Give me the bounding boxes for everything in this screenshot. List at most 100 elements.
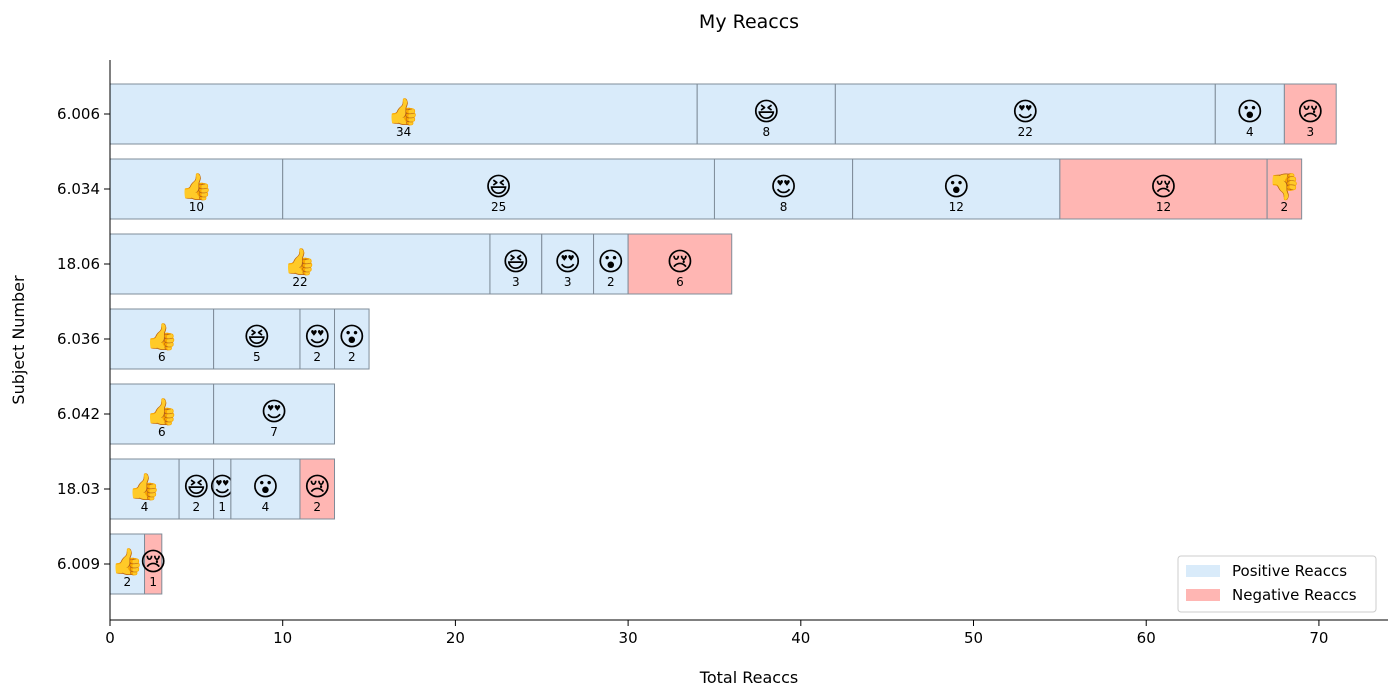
data-label: 6: [158, 425, 166, 439]
data-label: 2: [313, 350, 321, 364]
heart-eyes-icon: 😍: [770, 173, 797, 203]
bar-segment: [834, 83, 1216, 145]
x-tick-label: 20: [446, 629, 465, 647]
data-label: 2: [193, 500, 201, 514]
x-tick-label: 60: [1137, 629, 1156, 647]
bar-segment: [109, 458, 180, 520]
thumbs-up-icon: 👍: [128, 472, 160, 503]
bar-segment: [696, 83, 836, 145]
astonished-icon: 😮: [338, 323, 365, 353]
y-tick-label: 18.06: [57, 255, 100, 273]
thumbs-up-icon: 👍: [180, 172, 212, 203]
bar-row: 👍4😆2😍1😮4😢2: [109, 458, 336, 520]
heart-eyes-icon: 😍: [261, 398, 288, 428]
x-tick-label: 10: [273, 629, 292, 647]
x-tick-label: 50: [964, 629, 983, 647]
data-label: 3: [564, 275, 572, 289]
data-label: 5: [253, 350, 261, 364]
crying-icon: 😢: [1297, 98, 1324, 128]
bar-segment: [213, 308, 301, 370]
bar-segment: [541, 233, 595, 295]
y-tick-label: 6.036: [57, 330, 100, 348]
data-label: 25: [491, 200, 506, 214]
laughing-icon: 😆: [485, 173, 512, 203]
x-tick-label: 0: [105, 629, 115, 647]
bar-segment: [109, 233, 491, 295]
y-tick-label: 18.03: [57, 480, 100, 498]
data-label: 22: [292, 275, 307, 289]
astonished-icon: 😮: [252, 473, 279, 503]
legend-label-positive: Positive Reaccs: [1232, 562, 1347, 580]
bar-segment: [109, 83, 698, 145]
heart-eyes-icon: 😍: [554, 248, 581, 278]
bar-row: 👍22😆3😍3😮2😢6: [109, 233, 733, 295]
bar-row: 👍6😆5😍2😮2: [109, 308, 370, 370]
legend-swatch-positive: [1186, 565, 1220, 577]
legend: Positive Reaccs Negative Reaccs: [1177, 555, 1377, 613]
bar-segment: [713, 158, 854, 220]
data-label: 2: [123, 575, 131, 589]
bar-segment: [334, 308, 370, 370]
data-label: 4: [262, 500, 270, 514]
bar-segment: [1283, 83, 1337, 145]
bar-segment: [1266, 158, 1303, 220]
thumbs-up-icon: 👍: [146, 322, 178, 353]
crying-icon: 😢: [304, 473, 331, 503]
data-label: 3: [1306, 125, 1314, 139]
bar-segment: [109, 158, 284, 220]
bar-segment: [282, 158, 715, 220]
y-axis-label: Subject Number: [9, 275, 28, 405]
bar-row: 👍2 😢1: [109, 533, 167, 595]
thumbs-up-icon: 👍: [146, 397, 178, 428]
y-tick-label: 6.009: [57, 555, 100, 573]
astonished-icon: 😮: [943, 173, 970, 203]
y-tick-label: 6.042: [57, 405, 100, 423]
y-tick-label: 6.006: [57, 105, 100, 123]
data-label: 1: [149, 575, 157, 589]
x-tick-label: 40: [791, 629, 810, 647]
thumbs-up-icon: 👍: [387, 97, 419, 128]
data-label: 10: [189, 200, 204, 214]
bar-segment: [627, 233, 733, 295]
data-label: 8: [762, 125, 770, 139]
bar-segment: [1059, 158, 1268, 220]
crying-icon: 😢: [666, 248, 693, 278]
x-axis-label: Total Reaccs: [699, 668, 798, 687]
data-label: 12: [1156, 200, 1171, 214]
astonished-icon: 😮: [1236, 98, 1263, 128]
bar-row: 👍6 😍7: [109, 383, 336, 445]
data-label: 2: [313, 500, 321, 514]
bar-segment: [109, 533, 146, 595]
bar-segment: [852, 158, 1061, 220]
bar-segment: [144, 533, 163, 595]
crying-icon: 😢: [1150, 173, 1177, 203]
crying-icon: 😢: [140, 548, 167, 578]
data-label: 22: [1018, 125, 1033, 139]
laughing-icon: 😆: [502, 248, 529, 278]
legend-label-negative: Negative Reaccs: [1232, 586, 1357, 604]
bar-segment: [299, 308, 336, 370]
data-label: 2: [607, 275, 615, 289]
chart-title: My Reaccs: [699, 11, 799, 33]
thumbs-up-icon: 👍: [284, 247, 316, 278]
data-label: 4: [141, 500, 149, 514]
axes: 0 10 20 30 40 50 60 70 6.006 6.034 18.06 6.036 6.042…: [57, 60, 1388, 647]
data-label: 34: [396, 125, 411, 139]
data-label: 6: [676, 275, 684, 289]
laughing-icon: 😆: [753, 98, 780, 128]
plot-area: 👍34😆8😍22😮4😢3👍10😆25😍8😮12😢12👎2👍22😆3😍3😮2😢6👍…: [109, 83, 1337, 595]
data-label: 12: [949, 200, 964, 214]
heart-eyes-icon: 😍: [304, 323, 331, 353]
astonished-icon: 😮: [597, 248, 624, 278]
x-tick-label: 70: [1309, 629, 1328, 647]
y-tick-label: 6.034: [57, 180, 100, 198]
laughing-icon: 😆: [183, 473, 210, 503]
data-label: 4: [1246, 125, 1254, 139]
legend-swatch-negative: [1186, 589, 1220, 601]
legend-box: [1177, 555, 1377, 613]
bar-segment: [299, 458, 336, 520]
bar-segment: [1214, 83, 1285, 145]
bar-segment: [489, 233, 543, 295]
data-label: 2: [1281, 200, 1289, 214]
data-label: 3: [512, 275, 520, 289]
